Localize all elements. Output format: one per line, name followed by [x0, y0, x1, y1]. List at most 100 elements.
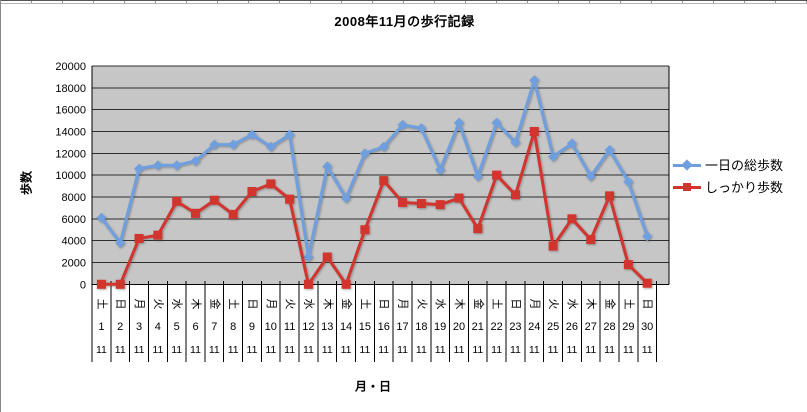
- x-month-label: 11: [529, 344, 540, 356]
- x-day-label: 6: [192, 321, 198, 333]
- x-weekday-label: 月: [397, 299, 409, 310]
- data-point-marker: [623, 260, 633, 270]
- x-month-label: 11: [435, 344, 446, 356]
- data-point-marker: [586, 235, 596, 245]
- x-weekday-label: 土: [227, 299, 240, 310]
- x-month-label: 11: [115, 344, 126, 356]
- x-day-label: 14: [340, 321, 352, 333]
- data-point-marker: [322, 252, 332, 262]
- x-month-label: 11: [491, 344, 502, 356]
- x-month-label: 11: [171, 344, 182, 356]
- x-weekday-label: 木: [453, 299, 466, 310]
- x-month-label: 11: [510, 344, 521, 356]
- x-weekday-label: 金: [472, 299, 486, 310]
- x-weekday-label: 土: [359, 299, 372, 310]
- spreadsheet-top-edge: [1, 0, 807, 4]
- x-weekday-label: 日: [114, 299, 126, 310]
- data-point-marker: [134, 163, 145, 174]
- data-point-marker: [548, 241, 558, 251]
- data-point-marker: [134, 233, 144, 243]
- x-day-label: 17: [396, 321, 408, 333]
- x-day-label: 21: [472, 321, 484, 333]
- x-weekday-label: 日: [509, 299, 521, 310]
- x-month-label: 11: [190, 344, 201, 356]
- x-day-label: 12: [302, 321, 314, 333]
- x-month-label: 11: [134, 344, 145, 356]
- data-point-marker: [191, 208, 201, 218]
- data-point-marker: [190, 155, 201, 166]
- x-weekday-label: 火: [547, 299, 559, 310]
- data-point-marker: [566, 138, 577, 149]
- data-point-marker: [435, 200, 445, 210]
- data-point-marker: [529, 126, 539, 136]
- series-total-steps[interactable]: [96, 75, 653, 263]
- x-day-label: 30: [641, 321, 653, 333]
- x-month-label: 11: [209, 344, 220, 356]
- data-point-marker: [510, 190, 520, 200]
- data-point-marker: [266, 179, 276, 189]
- x-month-label: 11: [378, 344, 389, 356]
- data-point-marker: [153, 230, 163, 240]
- x-weekday-label: 木: [585, 299, 598, 310]
- x-month-label: 11: [604, 344, 615, 356]
- data-point-marker: [246, 129, 257, 140]
- x-month-label: 11: [472, 344, 483, 356]
- data-point-marker: [378, 141, 389, 152]
- y-tick-label: 16000: [55, 105, 86, 117]
- x-day-label: 22: [491, 321, 503, 333]
- y-tick-label: 20000: [55, 61, 86, 73]
- x-month-label: 11: [397, 344, 408, 356]
- x-day-label: 28: [603, 321, 615, 333]
- data-point-marker: [359, 148, 370, 159]
- diamond-marker-icon: [673, 158, 701, 171]
- y-tick-label: 2000: [62, 257, 86, 269]
- x-day-label: 20: [453, 321, 465, 333]
- legend-item-brisk-steps[interactable]: しっかり歩数: [673, 177, 783, 196]
- x-day-label: 11: [284, 321, 295, 333]
- x-day-label: 27: [585, 321, 597, 333]
- x-weekday-label: 日: [246, 299, 258, 310]
- legend: 一日の総歩数 しっかり歩数: [673, 155, 783, 196]
- data-point-marker: [247, 187, 257, 197]
- x-month-label: 11: [454, 344, 465, 356]
- x-weekday-label: 金: [604, 299, 618, 310]
- series-brisk-steps[interactable]: [96, 126, 652, 289]
- x-month-label: 11: [247, 344, 258, 356]
- y-tick-label: 12000: [55, 148, 86, 160]
- data-point-marker: [284, 129, 295, 140]
- data-point-marker: [397, 119, 408, 130]
- data-point-marker: [585, 171, 596, 182]
- y-tick-label: 14000: [55, 126, 86, 138]
- x-month-label: 11: [359, 344, 370, 356]
- data-point-marker: [322, 161, 333, 172]
- data-point-marker: [96, 279, 106, 289]
- data-point-marker: [529, 75, 540, 86]
- x-weekday-label: 火: [415, 299, 427, 310]
- legend-item-total-steps[interactable]: 一日の総歩数: [673, 155, 783, 174]
- x-month-label: 11: [284, 344, 295, 356]
- data-point-marker: [623, 176, 634, 187]
- legend-label-brisk-steps: しっかり歩数: [705, 180, 784, 195]
- x-day-label: 4: [155, 321, 161, 333]
- x-month-label: 11: [416, 344, 427, 356]
- data-point-marker: [209, 195, 219, 205]
- data-point-marker: [228, 139, 239, 150]
- x-weekday-label: 木: [321, 299, 334, 310]
- x-day-label: 23: [509, 321, 521, 333]
- data-point-marker: [341, 193, 352, 204]
- legend-label-total-steps: 一日の総歩数: [705, 158, 784, 173]
- x-weekday-label: 水: [171, 299, 184, 310]
- x-month-label: 11: [585, 344, 596, 356]
- data-point-marker: [605, 191, 615, 201]
- x-weekday-label: 月: [133, 299, 145, 310]
- data-point-marker: [303, 252, 314, 263]
- x-weekday-label: 土: [95, 299, 108, 310]
- x-month-label: 11: [642, 344, 653, 356]
- x-day-label: 18: [415, 321, 427, 333]
- data-point-marker: [510, 137, 521, 148]
- data-point-marker: [642, 278, 652, 288]
- data-point-marker: [265, 141, 276, 152]
- x-day-label: 10: [265, 321, 277, 333]
